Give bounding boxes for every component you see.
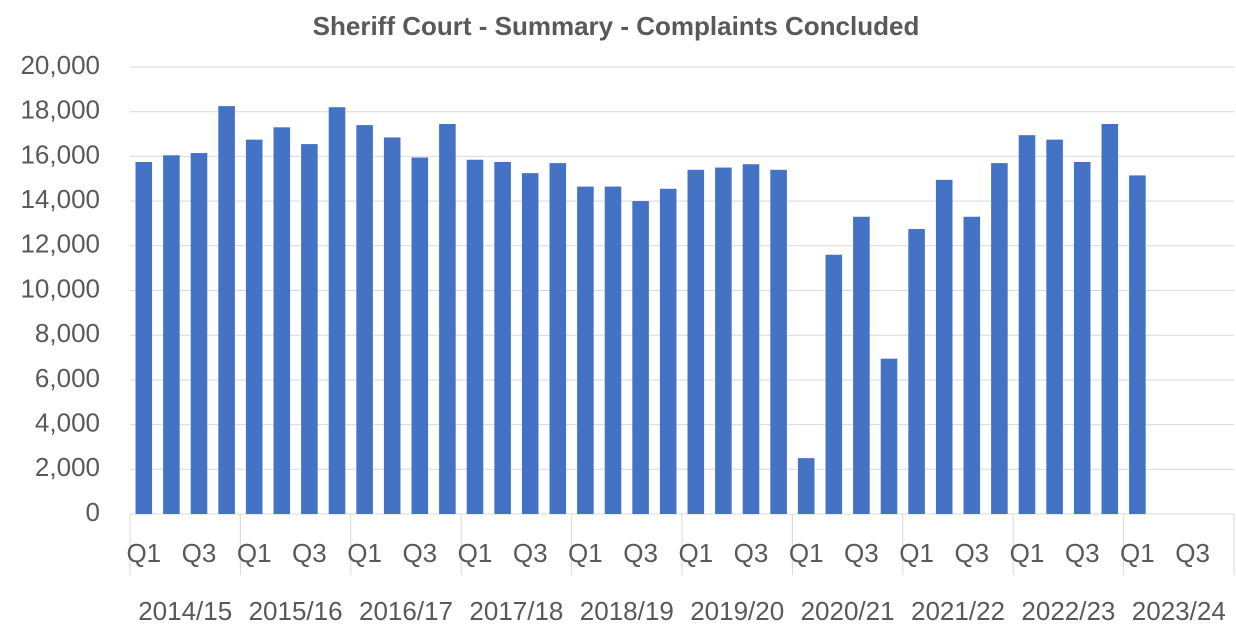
y-tick-label: 20,000 [20,50,100,80]
y-tick-label: 14,000 [20,184,100,214]
x-tick-label: Q1 [678,538,713,568]
bar [549,163,567,515]
y-tick-label: 2,000 [35,452,100,482]
bar [908,229,925,514]
y-tick-label: 8,000 [35,318,100,348]
bar [273,127,291,514]
group-label: 2016/17 [359,596,453,626]
x-tick-label: Q3 [513,538,548,568]
bar [411,157,429,514]
bar [577,186,594,514]
bar [1018,135,1036,515]
bar [1101,123,1119,515]
group-label: 2022/23 [1021,596,1115,626]
bar [218,106,235,515]
group-label: 2017/18 [469,596,563,626]
x-tick-label: Q3 [623,538,658,568]
bar [659,188,677,514]
x-tick-label: Q1 [899,538,934,568]
bar [604,186,622,514]
bar [439,123,456,515]
bar [1129,175,1146,514]
bar [163,155,180,514]
y-tick-label: 16,000 [20,139,100,169]
group-label: 2020/21 [801,596,895,626]
group-label: 2014/15 [138,596,232,626]
y-tick-label: 18,000 [20,95,100,125]
bar [1073,161,1091,515]
x-tick-label: Q3 [182,538,217,568]
group-label: 2023/24 [1132,596,1226,626]
x-tick-label: Q3 [734,538,769,568]
bar [301,144,318,515]
x-tick-label: Q1 [568,538,603,568]
bar [880,358,898,514]
bar [632,201,649,514]
bar [383,137,401,514]
bar [135,161,153,515]
bar [190,153,208,515]
bar [687,169,705,514]
x-tick-label: Q1 [237,538,272,568]
group-label: 2021/22 [911,596,1005,626]
bar [770,169,787,514]
y-tick-label: 0 [86,497,100,527]
x-tick-label: Q1 [126,538,161,568]
bar [935,179,953,514]
y-tick-label: 10,000 [20,273,100,303]
bar [494,161,511,515]
y-tick-label: 12,000 [20,229,100,259]
bar [797,458,815,514]
x-tick-label: Q1 [789,538,824,568]
y-tick-label: 6,000 [35,363,100,393]
x-tick-label: Q1 [347,538,382,568]
bar [466,159,484,514]
bar [853,216,870,514]
x-tick-label: Q1 [1010,538,1045,568]
bar [715,167,732,514]
group-label: 2019/20 [690,596,784,626]
x-tick-label: Q3 [844,538,879,568]
bar [356,125,373,515]
x-tick-label: Q3 [1175,538,1210,568]
bar [1046,139,1063,514]
bar [521,173,539,514]
bar [328,107,346,514]
chart-title: Sheriff Court - Summary - Complaints Con… [313,11,920,41]
bar [991,163,1008,515]
bar [245,139,263,514]
y-tick-label: 4,000 [35,407,100,437]
x-tick-label: Q3 [292,538,327,568]
bar [963,216,981,514]
x-tick-label: Q1 [458,538,493,568]
x-tick-label: Q1 [1120,538,1155,568]
group-label: 2015/16 [249,596,343,626]
group-label: 2018/19 [580,596,674,626]
x-tick-label: Q3 [1065,538,1100,568]
x-tick-label: Q3 [402,538,437,568]
bar [825,254,843,515]
bar [742,164,760,514]
x-tick-label: Q3 [954,538,989,568]
